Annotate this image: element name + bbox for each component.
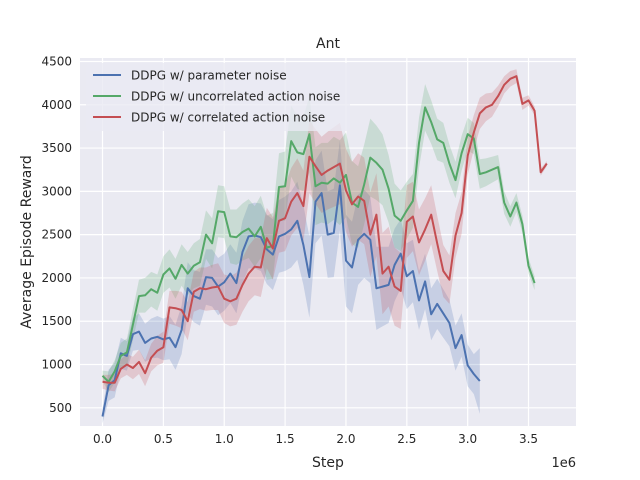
y-tick-label: 3500 <box>41 141 72 155</box>
series-1-band <box>102 140 480 424</box>
legend-box <box>86 63 350 131</box>
axis-ticks: 0.0 0.5 1.0 1.5 2.0 2.5 3.0 3.5 500 1000 1500 2000 2… <box>41 54 538 446</box>
y-tick-label: 4000 <box>41 98 72 112</box>
y-tick-label: 1500 <box>41 314 72 328</box>
chart-title: Ant <box>316 36 340 52</box>
y-tick-label: 4500 <box>41 54 72 68</box>
legend-label: DDPG w/ parameter noise <box>131 69 287 83</box>
x-tick-label: 3.0 <box>458 432 477 446</box>
series-3-band <box>102 69 547 392</box>
x-tick-label: 2.5 <box>397 432 416 446</box>
series-3-line <box>102 75 548 384</box>
legend-label: DDPG w/ correlated action noise <box>131 111 325 125</box>
x-tick-label: 0.0 <box>93 432 112 446</box>
y-tick-label: 3000 <box>41 184 72 198</box>
confidence-bands <box>102 69 547 424</box>
y-tick-label: 2500 <box>41 228 72 242</box>
series-2-line <box>101 106 536 383</box>
y-tick-label: 1000 <box>41 358 72 372</box>
x-tick-label: 2.0 <box>336 432 355 446</box>
y-tick-label: 2000 <box>41 271 72 285</box>
series-lines <box>101 75 548 417</box>
x-tick-label: 1.5 <box>276 432 295 446</box>
x-axis-offset-label: 1e6 <box>551 456 576 471</box>
legend: DDPG w/ parameter noise DDPG w/ uncorrela… <box>86 63 350 131</box>
y-axis-label: Average Episode Reward <box>19 155 35 329</box>
x-tick-label: 3.5 <box>519 432 538 446</box>
series-2-band <box>102 84 535 393</box>
y-tick-label: 500 <box>49 401 72 415</box>
x-tick-label: 1.0 <box>215 432 234 446</box>
x-axis-label: Step <box>312 455 344 471</box>
legend-label: DDPG w/ uncorrelated action noise <box>131 90 340 104</box>
x-tick-label: 0.5 <box>154 432 173 446</box>
